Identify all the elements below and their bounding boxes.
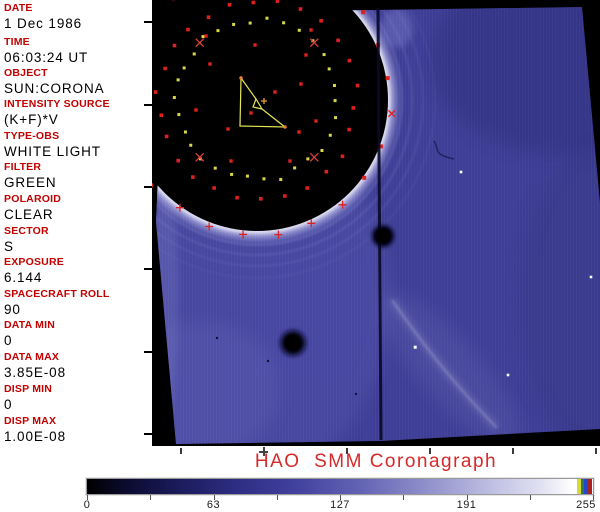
- colorbar-tick-label: 0: [84, 499, 91, 511]
- axis-tick: [144, 268, 152, 270]
- field-value: CLEAR: [4, 207, 151, 222]
- colorbar-tick-label: 63: [207, 499, 220, 511]
- field-date: DATE 1 Dec 1986: [4, 3, 151, 31]
- colorbar-end-stripe: [588, 479, 592, 494]
- image-title: HAO SMM Coronagraph: [152, 451, 600, 473]
- field-label: EXPOSURE: [4, 257, 151, 268]
- field-value: (K+F)*V: [4, 112, 151, 127]
- field-data-max: DATA MAX 3.85E-08: [4, 352, 151, 380]
- field-disp-min: DISP MIN 0: [4, 384, 151, 412]
- axis-tick: [144, 351, 152, 353]
- field-value: 0: [4, 397, 151, 412]
- field-object: OBJECT SUN:CORONA: [4, 68, 151, 96]
- field-value: 1 Dec 1986: [4, 16, 151, 31]
- field-value: 1.00E-08: [4, 429, 151, 444]
- colorbar-tick: [530, 495, 531, 500]
- field-filter: FILTER GREEN: [4, 162, 151, 190]
- field-label: INTENSITY SOURCE: [4, 99, 151, 110]
- field-value: 06:03:24 UT: [4, 50, 151, 65]
- field-time: TIME 06:03:24 UT: [4, 37, 151, 65]
- colorbar-tick: [403, 495, 404, 500]
- field-data-min: DATA MIN 0: [4, 320, 151, 348]
- field-polaroid: POLAROID CLEAR: [4, 194, 151, 222]
- field-exposure: EXPOSURE 6.144: [4, 257, 151, 285]
- axis-tick: [144, 433, 152, 435]
- field-disp-max: DISP MAX 1.00E-08: [4, 416, 151, 444]
- field-label: DATA MAX: [4, 352, 151, 363]
- field-spacecraft-roll: SPACECRAFT ROLL 90: [4, 289, 151, 317]
- field-label: FILTER: [4, 162, 151, 173]
- field-value: 90: [4, 302, 151, 317]
- field-sector: SECTOR S: [4, 226, 151, 254]
- field-value: 6.144: [4, 270, 151, 285]
- field-value: 0: [4, 333, 151, 348]
- colorbar-tick-label: 191: [457, 499, 477, 511]
- field-label: TYPE-OBS: [4, 131, 151, 142]
- colorbar-tick: [150, 495, 151, 500]
- metadata-sidebar: DATE 1 Dec 1986 TIME 06:03:24 UT OBJECT SUN:C…: [0, 0, 152, 446]
- field-intensity-source: INTENSITY SOURCE (K+F)*V: [4, 99, 151, 127]
- axis-tick: [144, 21, 152, 23]
- field-value: S: [4, 239, 151, 254]
- field-label: OBJECT: [4, 68, 151, 79]
- field-label: DATA MIN: [4, 320, 151, 331]
- field-label: DISP MAX: [4, 416, 151, 427]
- field-value: SUN:CORONA: [4, 81, 151, 96]
- image-display-area: [152, 0, 600, 446]
- field-value: WHITE LIGHT: [4, 144, 151, 159]
- field-label: DISP MIN: [4, 384, 151, 395]
- colorbar-tick-label: 255: [576, 499, 596, 511]
- field-label: POLAROID: [4, 194, 151, 205]
- field-label: SECTOR: [4, 226, 151, 237]
- axis-tick: [144, 186, 152, 188]
- field-type-obs: TYPE-OBS WHITE LIGHT: [4, 131, 151, 159]
- smm-coronagraph-viewer: { "app": { "title_caption": "HAO SMM Cor…: [0, 0, 600, 512]
- field-label: SPACECRAFT ROLL: [4, 289, 151, 300]
- colorbar: [86, 478, 594, 495]
- colorbar-tick: [277, 495, 278, 500]
- colorbar-tick-label: 127: [330, 499, 350, 511]
- field-label: DATE: [4, 3, 151, 14]
- field-value: GREEN: [4, 175, 151, 190]
- field-value: 3.85E-08: [4, 365, 151, 380]
- field-label: TIME: [4, 37, 151, 48]
- coronagraph-image: [152, 0, 600, 446]
- axis-tick: [144, 104, 152, 106]
